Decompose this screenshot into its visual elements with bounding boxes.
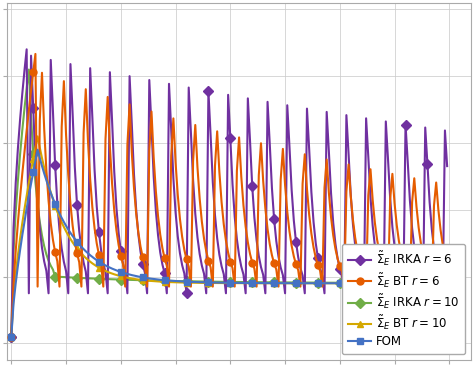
$\tilde{\Sigma}_E$ BT $r = 6$ [409,200,415,204]
$\tilde{\Sigma}_E$ BT $r = 6$ [9,334,14,339]
$\tilde{\Sigma}_E$ BT $r = 6$ [26,108,32,113]
$\tilde{\Sigma}_E$ IRKA $r = 10$ [444,281,450,285]
$\tilde{\Sigma}_E$ IRKA $r = 10$ [127,278,132,282]
$\tilde{\Sigma}_E$ BT $r = 10$ [91,263,97,267]
$\tilde{\Sigma}_E$ BT $r = 10$ [35,134,40,138]
$\tilde{\Sigma}_E$ BT $r = 10$ [9,334,14,339]
$\tilde{\Sigma}_E$ IRKA $r = 6$ [127,74,132,78]
$\tilde{\Sigma}_E$ IRKA $r = 6$ [28,54,34,58]
$\tilde{\Sigma}_E$ BT $r = 6$ [444,262,450,266]
$\tilde{\Sigma}_E$ BT $r = 6$ [33,52,38,56]
FOM [444,281,450,286]
$\tilde{\Sigma}_E$ IRKA $r = 6$ [425,161,430,166]
$\tilde{\Sigma}_E$ IRKA $r = 10$ [425,281,430,285]
FOM [37,156,43,160]
$\tilde{\Sigma}_E$ BT $r = 10$ [37,145,43,150]
$\tilde{\Sigma}_E$ IRKA $r = 10$ [26,68,32,72]
FOM [409,281,415,286]
$\tilde{\Sigma}_E$ BT $r = 10$ [409,281,415,286]
$\tilde{\Sigma}_E$ IRKA $r = 6$ [91,167,97,172]
$\tilde{\Sigma}_E$ IRKA $r = 10$ [409,281,415,285]
$\tilde{\Sigma}_E$ BT $r = 6$ [425,267,430,271]
$\tilde{\Sigma}_E$ BT $r = 10$ [127,276,132,280]
Line: $\tilde{\Sigma}_E$ IRKA $r = 10$: $\tilde{\Sigma}_E$ IRKA $r = 10$ [8,66,451,340]
Line: $\tilde{\Sigma}_E$ BT $r = 6$: $\tilde{\Sigma}_E$ BT $r = 6$ [8,50,451,340]
Line: $\tilde{\Sigma}_E$ IRKA $r = 6$: $\tilde{\Sigma}_E$ IRKA $r = 6$ [8,46,451,340]
FOM [127,272,132,277]
FOM [91,257,97,261]
$\tilde{\Sigma}_E$ BT $r = 10$ [444,281,450,286]
Line: $\tilde{\Sigma}_E$ BT $r = 10$: $\tilde{\Sigma}_E$ BT $r = 10$ [8,133,451,340]
$\tilde{\Sigma}_E$ IRKA $r = 6$ [24,47,29,51]
Line: FOM: FOM [8,146,451,340]
$\tilde{\Sigma}_E$ IRKA $r = 10$ [28,115,34,119]
$\tilde{\Sigma}_E$ IRKA $r = 10$ [91,276,97,281]
FOM [425,281,430,286]
$\tilde{\Sigma}_E$ BT $r = 6$ [91,226,97,230]
$\tilde{\Sigma}_E$ IRKA $r = 10$ [9,334,14,339]
$\tilde{\Sigma}_E$ BT $r = 6$ [37,118,43,123]
$\tilde{\Sigma}_E$ IRKA $r = 10$ [37,220,43,224]
FOM [9,334,14,339]
FOM [26,194,32,198]
FOM [35,148,40,152]
$\tilde{\Sigma}_E$ IRKA $r = 6$ [37,226,43,231]
$\tilde{\Sigma}_E$ IRKA $r = 6$ [444,164,450,168]
$\tilde{\Sigma}_E$ IRKA $r = 6$ [9,334,14,339]
$\tilde{\Sigma}_E$ IRKA $r = 6$ [409,226,415,230]
Legend: $\tilde{\Sigma}_E$ IRKA $r = 6$, $\tilde{\Sigma}_E$ BT $r = 6$, $\tilde{\Sigma}_: $\tilde{\Sigma}_E$ IRKA $r = 6$, $\tilde… [342,244,465,354]
$\tilde{\Sigma}_E$ BT $r = 10$ [26,181,32,185]
$\tilde{\Sigma}_E$ BT $r = 10$ [425,281,430,286]
$\tilde{\Sigma}_E$ BT $r = 6$ [127,102,132,106]
